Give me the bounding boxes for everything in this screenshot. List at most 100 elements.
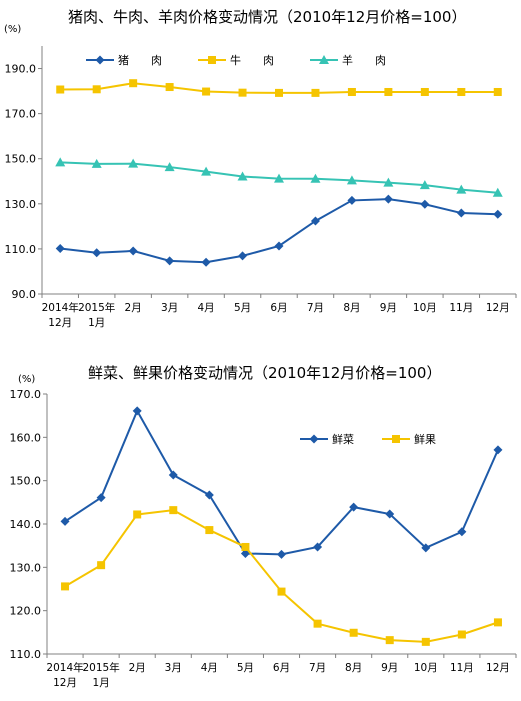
x-tick-label: 4月 xyxy=(197,302,214,314)
data-point xyxy=(202,87,211,96)
legend-label: 牛 肉 xyxy=(230,53,274,67)
data-point xyxy=(274,173,284,183)
y-tick-label: 170.0 xyxy=(5,108,37,121)
x-tick-label: 1月 xyxy=(88,317,105,329)
x-tick-label: 6月 xyxy=(270,302,287,314)
x-tick-label: 9月 xyxy=(380,302,397,314)
vegetable-fruit-price-chart: 鲜菜、鲜果价格变动情况（2010年12月价格=100） (%) 110.0 120.… xyxy=(0,352,521,701)
data-point xyxy=(237,171,248,181)
data-point xyxy=(493,618,502,627)
data-point xyxy=(421,543,431,553)
legend-marker xyxy=(208,56,216,64)
data-point xyxy=(385,509,395,519)
x-tick-label: 12月 xyxy=(48,317,72,329)
data-point xyxy=(55,243,65,253)
y-unit-label: (%) xyxy=(4,24,21,35)
x-tick-label: 4月 xyxy=(201,662,218,674)
data-point xyxy=(238,251,248,261)
data-point xyxy=(92,248,102,258)
y-tick-label: 120.0 xyxy=(10,605,42,618)
data-point xyxy=(310,216,320,226)
x-tick-label: 11月 xyxy=(449,302,473,314)
data-point xyxy=(493,209,503,219)
y-tick-label: 130.0 xyxy=(10,561,42,574)
y-tick-label: 110.0 xyxy=(10,648,42,661)
chart-title: 猪肉、牛肉、羊肉价格变动情况（2010年12月价格=100） xyxy=(68,8,467,26)
x-tick-label: 9月 xyxy=(381,662,398,674)
legend-label: 鲜果 xyxy=(414,432,436,446)
data-point xyxy=(201,257,211,267)
x-tick-label: 3月 xyxy=(161,302,178,314)
data-point xyxy=(277,549,286,559)
series-line xyxy=(60,198,498,264)
data-point xyxy=(456,184,467,194)
x-tick-label: 7月 xyxy=(307,302,324,314)
y-tick-label: 160.0 xyxy=(10,431,42,444)
data-point xyxy=(205,526,214,535)
data-point xyxy=(201,166,212,176)
x-tick-label: 10月 xyxy=(413,302,437,314)
y-tick-label: 140.0 xyxy=(10,518,42,531)
data-point xyxy=(164,162,175,172)
y-tick-label: 150.0 xyxy=(10,475,42,488)
x-tick-label: 2014年 xyxy=(46,661,83,674)
chart-plot: (%) 110.0 120.0 130.0 140.0 150.0 160.0 170.0 20… xyxy=(10,374,517,689)
data-point xyxy=(310,173,321,183)
y-tick-label: 190.0 xyxy=(5,63,37,76)
y-tick-label: 150.0 xyxy=(5,153,37,166)
data-point xyxy=(56,85,65,94)
x-tick-label: 3月 xyxy=(165,662,182,674)
data-point xyxy=(241,542,250,551)
data-point xyxy=(92,85,101,94)
data-point xyxy=(165,83,174,92)
data-point xyxy=(349,628,358,637)
data-point xyxy=(275,88,283,97)
data-point xyxy=(91,158,102,168)
x-tick-label: 2015年 xyxy=(82,661,119,674)
series-line xyxy=(64,509,499,643)
x-tick-label: 2015年 xyxy=(78,301,115,314)
data-point xyxy=(96,493,106,503)
data-point xyxy=(349,502,359,512)
data-point xyxy=(385,636,394,645)
legend-label: 鲜菜 xyxy=(332,432,354,446)
y-unit-label: (%) xyxy=(18,374,35,385)
data-point xyxy=(132,406,142,416)
x-tick-label: 12月 xyxy=(486,662,510,674)
data-point xyxy=(493,87,502,96)
x-tick-label: 8月 xyxy=(343,302,360,314)
data-point xyxy=(347,195,357,205)
x-tick-label: 12月 xyxy=(53,677,77,689)
data-point xyxy=(97,561,106,570)
data-point xyxy=(384,87,393,96)
data-point xyxy=(169,506,178,515)
y-tick-label: 90.0 xyxy=(12,288,37,301)
x-tick-label: 7月 xyxy=(309,662,326,674)
data-point xyxy=(128,246,138,256)
data-point xyxy=(128,158,139,168)
data-point xyxy=(168,470,178,480)
data-point xyxy=(311,88,320,97)
data-point xyxy=(55,157,66,167)
data-point xyxy=(419,180,430,190)
x-tick-label: 12月 xyxy=(486,302,510,314)
data-point xyxy=(313,619,322,628)
data-point xyxy=(383,194,393,204)
data-point xyxy=(421,637,430,646)
data-point xyxy=(457,630,466,639)
x-tick-label: 11月 xyxy=(450,662,474,674)
legend-label: 羊 肉 xyxy=(342,53,386,67)
data-point xyxy=(61,582,70,591)
data-point xyxy=(238,88,247,97)
data-point xyxy=(457,527,467,537)
chart-title: 鲜菜、鲜果价格变动情况（2010年12月价格=100） xyxy=(88,364,442,382)
data-point xyxy=(133,510,142,519)
data-point xyxy=(313,542,323,552)
x-tick-label: 2月 xyxy=(125,302,142,314)
x-tick-label: 8月 xyxy=(345,662,362,674)
data-point xyxy=(204,490,214,500)
x-tick-label: 2014年 xyxy=(42,301,79,314)
data-point xyxy=(129,79,138,88)
data-point xyxy=(420,199,430,209)
legend-marker xyxy=(319,55,329,64)
